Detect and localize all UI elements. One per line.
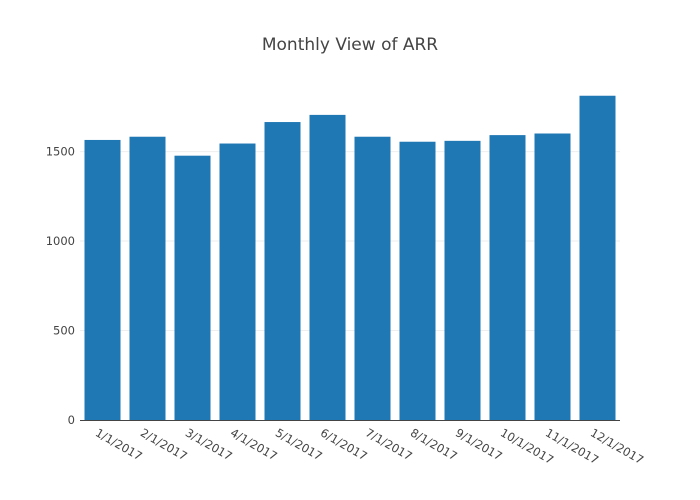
bar-8/1/2017 [399,141,436,420]
bar-4/1/2017 [219,143,256,421]
bar-1/1/2017 [84,139,121,420]
bar-5/1/2017 [264,122,301,420]
bar-10/1/2017 [489,135,526,420]
bar-3/1/2017 [174,155,211,420]
bar-6/1/2017 [309,114,346,420]
bar-2/1/2017 [129,136,166,420]
x-axis-ticks: 1/1/20172/1/20173/1/20174/1/20175/1/2017… [93,425,646,467]
bar-12/1/2017 [579,95,616,420]
x-tick-label: 8/1/2017 [408,425,460,463]
y-tick-label: 1000 [46,234,75,248]
x-tick-label: 5/1/2017 [273,425,325,463]
x-tick-label: 6/1/2017 [318,425,370,463]
bar-11/1/2017 [534,133,571,421]
y-tick-label: 0 [68,413,75,427]
x-tick-label: 7/1/2017 [363,425,415,463]
x-tick-label: 3/1/2017 [183,425,235,463]
gridlines [80,151,620,332]
x-tick-label: 9/1/2017 [453,425,505,463]
x-tick-label: 4/1/2017 [228,425,280,463]
x-tick-label: 2/1/2017 [138,425,190,463]
y-tick-label: 500 [53,324,75,338]
bar-7/1/2017 [354,136,391,420]
bars [84,95,616,421]
y-axis-ticks: 0 500 1000 1500 [46,145,75,427]
x-tick-label: 1/1/2017 [93,425,145,463]
chart-title: Monthly View of ARR [262,35,438,55]
y-tick-label: 1500 [46,145,75,159]
bar-9/1/2017 [444,140,481,420]
